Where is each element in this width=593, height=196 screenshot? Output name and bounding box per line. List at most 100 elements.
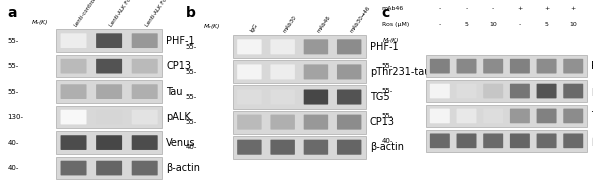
Text: IgG: IgG: [250, 23, 259, 33]
Text: Tau: Tau: [166, 87, 183, 97]
FancyBboxPatch shape: [337, 90, 361, 104]
FancyBboxPatch shape: [537, 59, 557, 74]
FancyBboxPatch shape: [483, 133, 503, 148]
FancyBboxPatch shape: [563, 109, 584, 123]
Text: -: -: [492, 6, 495, 11]
FancyBboxPatch shape: [426, 80, 586, 102]
FancyBboxPatch shape: [304, 64, 328, 79]
FancyBboxPatch shape: [510, 133, 530, 148]
FancyBboxPatch shape: [430, 133, 450, 148]
Text: 55-: 55-: [8, 63, 19, 69]
FancyBboxPatch shape: [430, 84, 450, 98]
Text: β-actin: β-actin: [591, 136, 593, 146]
Text: CP13: CP13: [370, 117, 395, 127]
FancyBboxPatch shape: [563, 133, 584, 148]
FancyBboxPatch shape: [60, 33, 87, 48]
Text: 40-: 40-: [186, 144, 197, 150]
FancyBboxPatch shape: [337, 39, 361, 54]
FancyBboxPatch shape: [270, 39, 295, 54]
Text: PHF-1: PHF-1: [370, 42, 398, 52]
Text: -: -: [439, 6, 441, 11]
Text: 55-: 55-: [186, 119, 197, 125]
FancyBboxPatch shape: [56, 106, 162, 128]
FancyBboxPatch shape: [270, 115, 295, 130]
FancyBboxPatch shape: [96, 33, 122, 48]
Text: PHF-1: PHF-1: [166, 36, 195, 46]
FancyBboxPatch shape: [60, 84, 87, 99]
FancyBboxPatch shape: [337, 115, 361, 130]
Text: pThr231-tau: pThr231-tau: [370, 67, 431, 77]
FancyBboxPatch shape: [132, 59, 158, 74]
Text: Venus: Venus: [166, 138, 196, 148]
Text: 40-: 40-: [8, 140, 19, 146]
FancyBboxPatch shape: [96, 59, 122, 74]
FancyBboxPatch shape: [426, 130, 586, 152]
FancyBboxPatch shape: [270, 64, 295, 79]
FancyBboxPatch shape: [237, 39, 262, 54]
Text: Lenti-control: Lenti-control: [74, 0, 97, 27]
FancyBboxPatch shape: [304, 140, 328, 155]
Text: 40-: 40-: [8, 165, 19, 171]
FancyBboxPatch shape: [537, 133, 557, 148]
Text: mAb30: mAb30: [283, 14, 298, 33]
Text: 55-: 55-: [8, 89, 19, 95]
FancyBboxPatch shape: [304, 115, 328, 130]
FancyBboxPatch shape: [537, 109, 557, 123]
FancyBboxPatch shape: [237, 115, 262, 130]
Text: 130-: 130-: [8, 114, 24, 120]
Text: 10: 10: [569, 22, 577, 27]
FancyBboxPatch shape: [96, 135, 122, 150]
Text: CP13: CP13: [166, 61, 191, 71]
FancyBboxPatch shape: [337, 64, 361, 79]
FancyBboxPatch shape: [237, 64, 262, 79]
FancyBboxPatch shape: [510, 109, 530, 123]
Text: PHF-1: PHF-1: [591, 61, 593, 71]
Text: β-actin: β-actin: [370, 142, 404, 152]
FancyBboxPatch shape: [56, 55, 162, 77]
FancyBboxPatch shape: [483, 109, 503, 123]
FancyBboxPatch shape: [60, 59, 87, 74]
FancyBboxPatch shape: [304, 39, 328, 54]
Text: 5: 5: [544, 22, 549, 27]
FancyBboxPatch shape: [132, 84, 158, 99]
Text: +: +: [517, 6, 522, 11]
Text: 10: 10: [489, 22, 497, 27]
Text: Lenti-ALK Fc: Lenti-ALK Fc: [109, 0, 132, 27]
FancyBboxPatch shape: [56, 80, 162, 103]
FancyBboxPatch shape: [270, 140, 295, 155]
Text: 55-: 55-: [8, 38, 19, 44]
FancyBboxPatch shape: [237, 90, 262, 104]
FancyBboxPatch shape: [232, 85, 366, 109]
FancyBboxPatch shape: [457, 84, 477, 98]
Text: a: a: [8, 6, 17, 20]
Text: -: -: [519, 22, 521, 27]
Text: $M_r$(K): $M_r$(K): [382, 36, 399, 45]
Text: 5: 5: [464, 22, 468, 27]
FancyBboxPatch shape: [132, 161, 158, 175]
FancyBboxPatch shape: [60, 135, 87, 150]
FancyBboxPatch shape: [337, 140, 361, 155]
Text: β-actin: β-actin: [166, 163, 200, 173]
FancyBboxPatch shape: [563, 84, 584, 98]
FancyBboxPatch shape: [510, 84, 530, 98]
Text: TG5: TG5: [591, 111, 593, 121]
Text: mAb46: mAb46: [316, 14, 331, 33]
Text: pALK: pALK: [166, 112, 191, 122]
FancyBboxPatch shape: [56, 29, 162, 52]
FancyBboxPatch shape: [232, 136, 366, 159]
Text: $M_r$(K): $M_r$(K): [203, 22, 221, 31]
FancyBboxPatch shape: [430, 59, 450, 74]
FancyBboxPatch shape: [304, 90, 328, 104]
FancyBboxPatch shape: [510, 59, 530, 74]
FancyBboxPatch shape: [457, 59, 477, 74]
Text: -: -: [439, 22, 441, 27]
FancyBboxPatch shape: [232, 111, 366, 134]
Text: pThr231-tau: pThr231-tau: [591, 86, 593, 96]
FancyBboxPatch shape: [96, 110, 122, 124]
FancyBboxPatch shape: [270, 90, 295, 104]
Text: c: c: [382, 6, 390, 20]
Text: 55-: 55-: [382, 63, 393, 69]
Text: 40-: 40-: [382, 138, 393, 144]
Text: +: +: [544, 6, 549, 11]
Text: -: -: [466, 6, 468, 11]
